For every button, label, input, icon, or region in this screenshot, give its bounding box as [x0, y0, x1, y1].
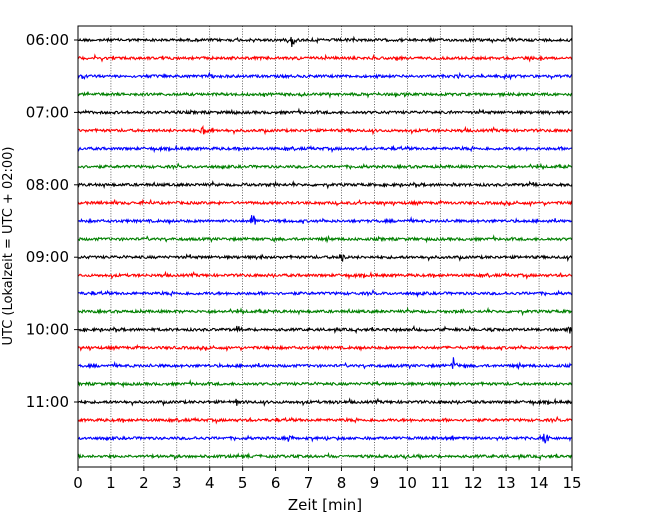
- y-axis-label: UTC (Lokalzeit = UTC + 02:00): [1, 147, 16, 346]
- x-tick-label: 2: [139, 474, 149, 492]
- trace-1045: [77, 378, 573, 389]
- trace-0615: [77, 53, 573, 63]
- x-tick-label: 0: [73, 474, 83, 492]
- trace-1115: [77, 415, 573, 425]
- x-tick-label: 3: [172, 474, 182, 492]
- y-tick-label: 06:00: [26, 31, 69, 49]
- trace-0845: [77, 234, 573, 244]
- trace-0645: [77, 91, 573, 99]
- x-tick-label: 5: [238, 474, 248, 492]
- x-tick-label: 8: [337, 474, 347, 492]
- y-tick-label: 07:00: [26, 103, 69, 121]
- y-tick-label: 11:00: [26, 393, 69, 411]
- x-axis-label: Zeit [min]: [288, 496, 362, 514]
- x-tick-label: 1: [106, 474, 116, 492]
- x-tick-label: 6: [271, 474, 281, 492]
- trace-0800: [77, 180, 573, 190]
- trace-0930: [77, 289, 572, 298]
- trace-1000: [77, 324, 573, 335]
- y-tick-label: 10:00: [26, 321, 69, 339]
- trace-0600: [77, 35, 573, 48]
- x-tick-label: 12: [464, 474, 483, 492]
- trace-1130: [77, 433, 573, 444]
- trace-0715: [77, 124, 573, 136]
- trace-1145: [77, 451, 572, 461]
- trace-0945: [77, 306, 573, 317]
- vertical-grid-lines: [110, 26, 540, 467]
- x-tick-label: 10: [398, 474, 417, 492]
- x-tick-label: 4: [205, 474, 215, 492]
- x-axis-ticks: 0 1 2 3 4 5 6 7 8 9 10 11 12 13 14 15: [73, 467, 582, 492]
- trace-1100: [77, 397, 573, 407]
- x-tick-label: 13: [497, 474, 516, 492]
- x-tick-label: 14: [530, 474, 549, 492]
- x-tick-label: 7: [304, 474, 314, 492]
- trace-0730: [77, 144, 573, 154]
- trace-0630: [77, 71, 573, 81]
- trace-1030: [77, 357, 573, 371]
- trace-0745: [77, 162, 573, 171]
- x-tick-label: 11: [431, 474, 450, 492]
- trace-0830: [77, 215, 573, 226]
- x-tick-label: 15: [562, 474, 581, 492]
- trace-0900: [77, 253, 573, 263]
- trace-1015: [77, 343, 573, 353]
- seismogram-traces: [77, 35, 573, 461]
- trace-0815: [77, 198, 573, 208]
- plot-frame: [77, 25, 573, 468]
- x-tick-label: 9: [370, 474, 380, 492]
- y-tick-label: 09:00: [26, 248, 69, 266]
- trace-0700: [77, 107, 573, 116]
- y-axis-ticks: 06:00 07:00 08:00 09:00 10:00 11:00: [26, 31, 78, 411]
- trace-0915: [77, 270, 573, 280]
- y-tick-label: 08:00: [26, 176, 69, 194]
